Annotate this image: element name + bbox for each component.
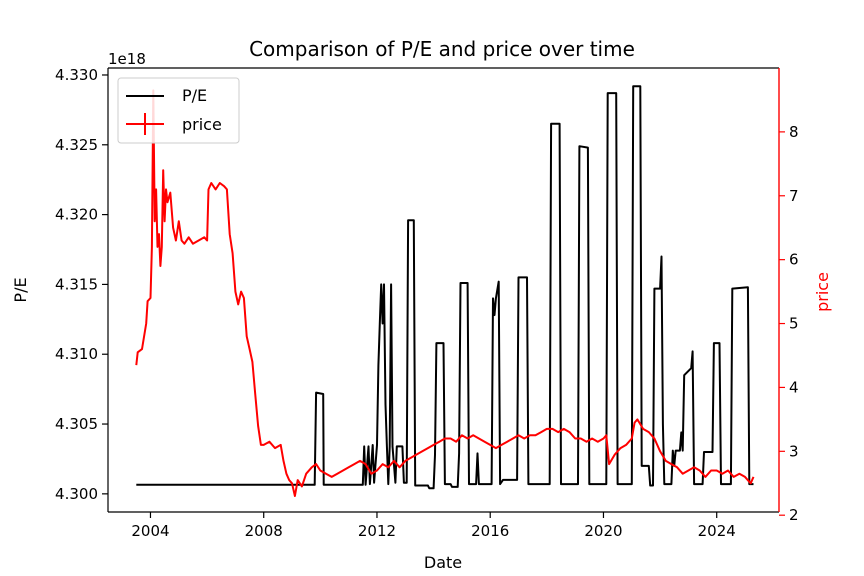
right-tick-label: 6 [789,251,799,269]
legend-label-pe: P/E [182,86,207,105]
x-tick-label: 2016 [471,522,509,540]
x-tick-label: 2024 [698,522,736,540]
right-tick-label: 5 [789,315,799,333]
legend-label-price: price [182,115,222,134]
axis-ticks: 2004 2008 2012 2016 2020 2024 4.300 4.305 4.310 4… [55,66,799,540]
legend: P/E price [117,77,240,144]
left-tick-label: 4.330 [55,66,98,84]
right-tick-label: 8 [789,123,799,141]
plot-series [135,85,755,497]
x-tick-label: 2004 [131,522,169,540]
left-axis-label: P/E [11,277,30,302]
right-tick-label: 7 [789,187,799,205]
right-axis-label: price [813,272,832,312]
x-tick-label: 2020 [584,522,622,540]
series-line-price [135,89,755,497]
x-tick-label: 2008 [245,522,283,540]
left-tick-label: 4.305 [55,415,98,433]
right-tick-label: 2 [789,506,799,524]
legend-box [117,77,240,144]
left-tick-label: 4.310 [55,345,98,363]
left-tick-label: 4.315 [55,275,98,293]
series-line-pe [136,85,754,490]
left-tick-label: 4.320 [55,206,98,224]
right-tick-label: 4 [789,378,799,396]
left-tick-label: 4.325 [55,136,98,154]
left-axis-offset-label: 1e18 [108,50,146,68]
x-tick-label: 2012 [358,522,396,540]
right-tick-label: 3 [789,442,799,460]
chart-title: Comparison of P/E and price over time [249,37,635,61]
x-axis-label: Date [424,553,462,572]
left-tick-label: 4.300 [55,485,98,503]
